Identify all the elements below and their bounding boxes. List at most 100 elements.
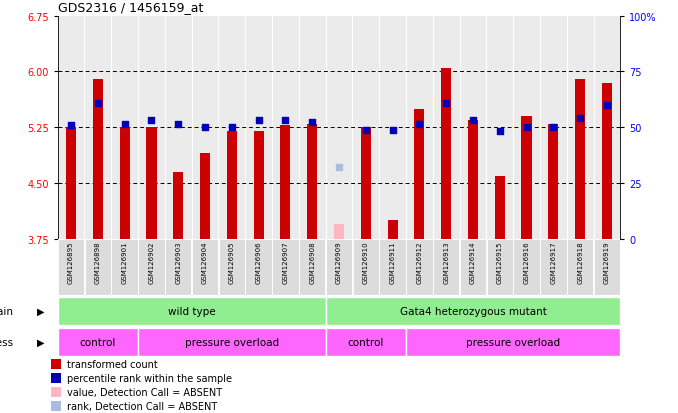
Point xyxy=(414,121,425,128)
Text: GSM126902: GSM126902 xyxy=(148,241,155,284)
Text: GSM126898: GSM126898 xyxy=(95,241,101,284)
Bar xyxy=(513,240,540,295)
Bar xyxy=(245,240,272,295)
Text: GSM126905: GSM126905 xyxy=(228,241,235,284)
Bar xyxy=(93,80,103,240)
Bar xyxy=(549,124,559,240)
Text: GSM126903: GSM126903 xyxy=(175,241,181,284)
Text: GSM126910: GSM126910 xyxy=(363,241,369,284)
Point xyxy=(146,117,157,124)
Bar xyxy=(173,173,183,240)
Text: GSM126904: GSM126904 xyxy=(202,241,208,284)
Text: control: control xyxy=(348,337,384,347)
Text: pressure overload: pressure overload xyxy=(466,337,560,347)
Text: GSM126919: GSM126919 xyxy=(604,241,610,284)
Bar xyxy=(66,128,76,240)
Bar xyxy=(593,17,620,240)
Bar xyxy=(460,240,486,295)
Bar xyxy=(192,17,218,240)
Bar xyxy=(486,17,513,240)
Bar xyxy=(85,17,111,240)
Bar xyxy=(138,328,325,356)
Text: ▶: ▶ xyxy=(37,306,45,316)
Bar xyxy=(433,17,460,240)
Bar xyxy=(353,240,379,295)
Bar xyxy=(119,128,129,240)
Bar xyxy=(165,240,191,295)
Bar xyxy=(58,240,84,295)
Text: GDS2316 / 1456159_at: GDS2316 / 1456159_at xyxy=(58,1,203,14)
Bar xyxy=(406,17,433,240)
Bar xyxy=(85,240,111,295)
Bar xyxy=(441,69,452,240)
Bar xyxy=(299,240,325,295)
Bar xyxy=(414,109,424,240)
Bar xyxy=(594,240,620,295)
Bar xyxy=(513,17,540,240)
Text: GSM126901: GSM126901 xyxy=(121,241,127,284)
Point xyxy=(521,125,532,131)
Text: GSM126911: GSM126911 xyxy=(390,241,395,284)
Text: GSM126909: GSM126909 xyxy=(336,241,342,284)
Point xyxy=(494,128,505,135)
Text: GSM126907: GSM126907 xyxy=(283,241,288,284)
Point xyxy=(92,100,103,107)
Bar xyxy=(111,17,138,240)
Point xyxy=(361,127,372,133)
Point xyxy=(119,121,130,128)
Bar xyxy=(325,17,353,240)
Text: GSM126906: GSM126906 xyxy=(256,241,262,284)
Bar xyxy=(146,128,157,240)
Bar xyxy=(334,225,344,240)
Bar xyxy=(58,328,138,356)
Text: GSM126895: GSM126895 xyxy=(68,241,74,284)
Point xyxy=(387,127,398,133)
Bar xyxy=(353,17,379,240)
Bar xyxy=(540,240,567,295)
Point xyxy=(468,117,479,124)
Text: wild type: wild type xyxy=(167,306,216,316)
Text: percentile rank within the sample: percentile rank within the sample xyxy=(67,373,232,383)
Bar xyxy=(521,117,532,240)
Bar xyxy=(51,387,61,397)
Bar xyxy=(567,17,593,240)
Bar xyxy=(138,17,165,240)
Point xyxy=(575,115,586,122)
Bar xyxy=(280,126,290,240)
Bar xyxy=(111,240,138,295)
Text: control: control xyxy=(79,337,116,347)
Bar xyxy=(272,17,299,240)
Text: Gata4 heterozygous mutant: Gata4 heterozygous mutant xyxy=(399,306,546,316)
Bar xyxy=(433,240,460,295)
Point xyxy=(199,125,210,131)
Bar xyxy=(192,240,218,295)
Point xyxy=(226,125,237,131)
Point xyxy=(601,102,612,109)
Text: GSM126915: GSM126915 xyxy=(497,241,503,284)
Bar xyxy=(218,17,245,240)
Point xyxy=(173,121,184,128)
Bar xyxy=(487,240,513,295)
Bar xyxy=(218,240,245,295)
Bar xyxy=(58,297,325,325)
Text: stress: stress xyxy=(0,337,14,347)
Point xyxy=(306,119,317,126)
Bar xyxy=(575,80,585,240)
Bar xyxy=(226,132,237,240)
Point xyxy=(280,117,291,124)
Bar xyxy=(272,240,299,295)
Bar xyxy=(495,176,505,240)
Bar xyxy=(165,17,192,240)
Text: GSM126917: GSM126917 xyxy=(551,241,557,284)
Bar xyxy=(51,359,61,369)
Text: rank, Detection Call = ABSENT: rank, Detection Call = ABSENT xyxy=(67,401,218,411)
Bar xyxy=(406,240,433,295)
Bar xyxy=(325,297,620,325)
Bar xyxy=(460,17,486,240)
Bar xyxy=(540,17,567,240)
Bar xyxy=(468,121,478,240)
Bar xyxy=(567,240,593,295)
Text: strain: strain xyxy=(0,306,14,316)
Text: GSM126914: GSM126914 xyxy=(470,241,476,284)
Bar xyxy=(245,17,272,240)
